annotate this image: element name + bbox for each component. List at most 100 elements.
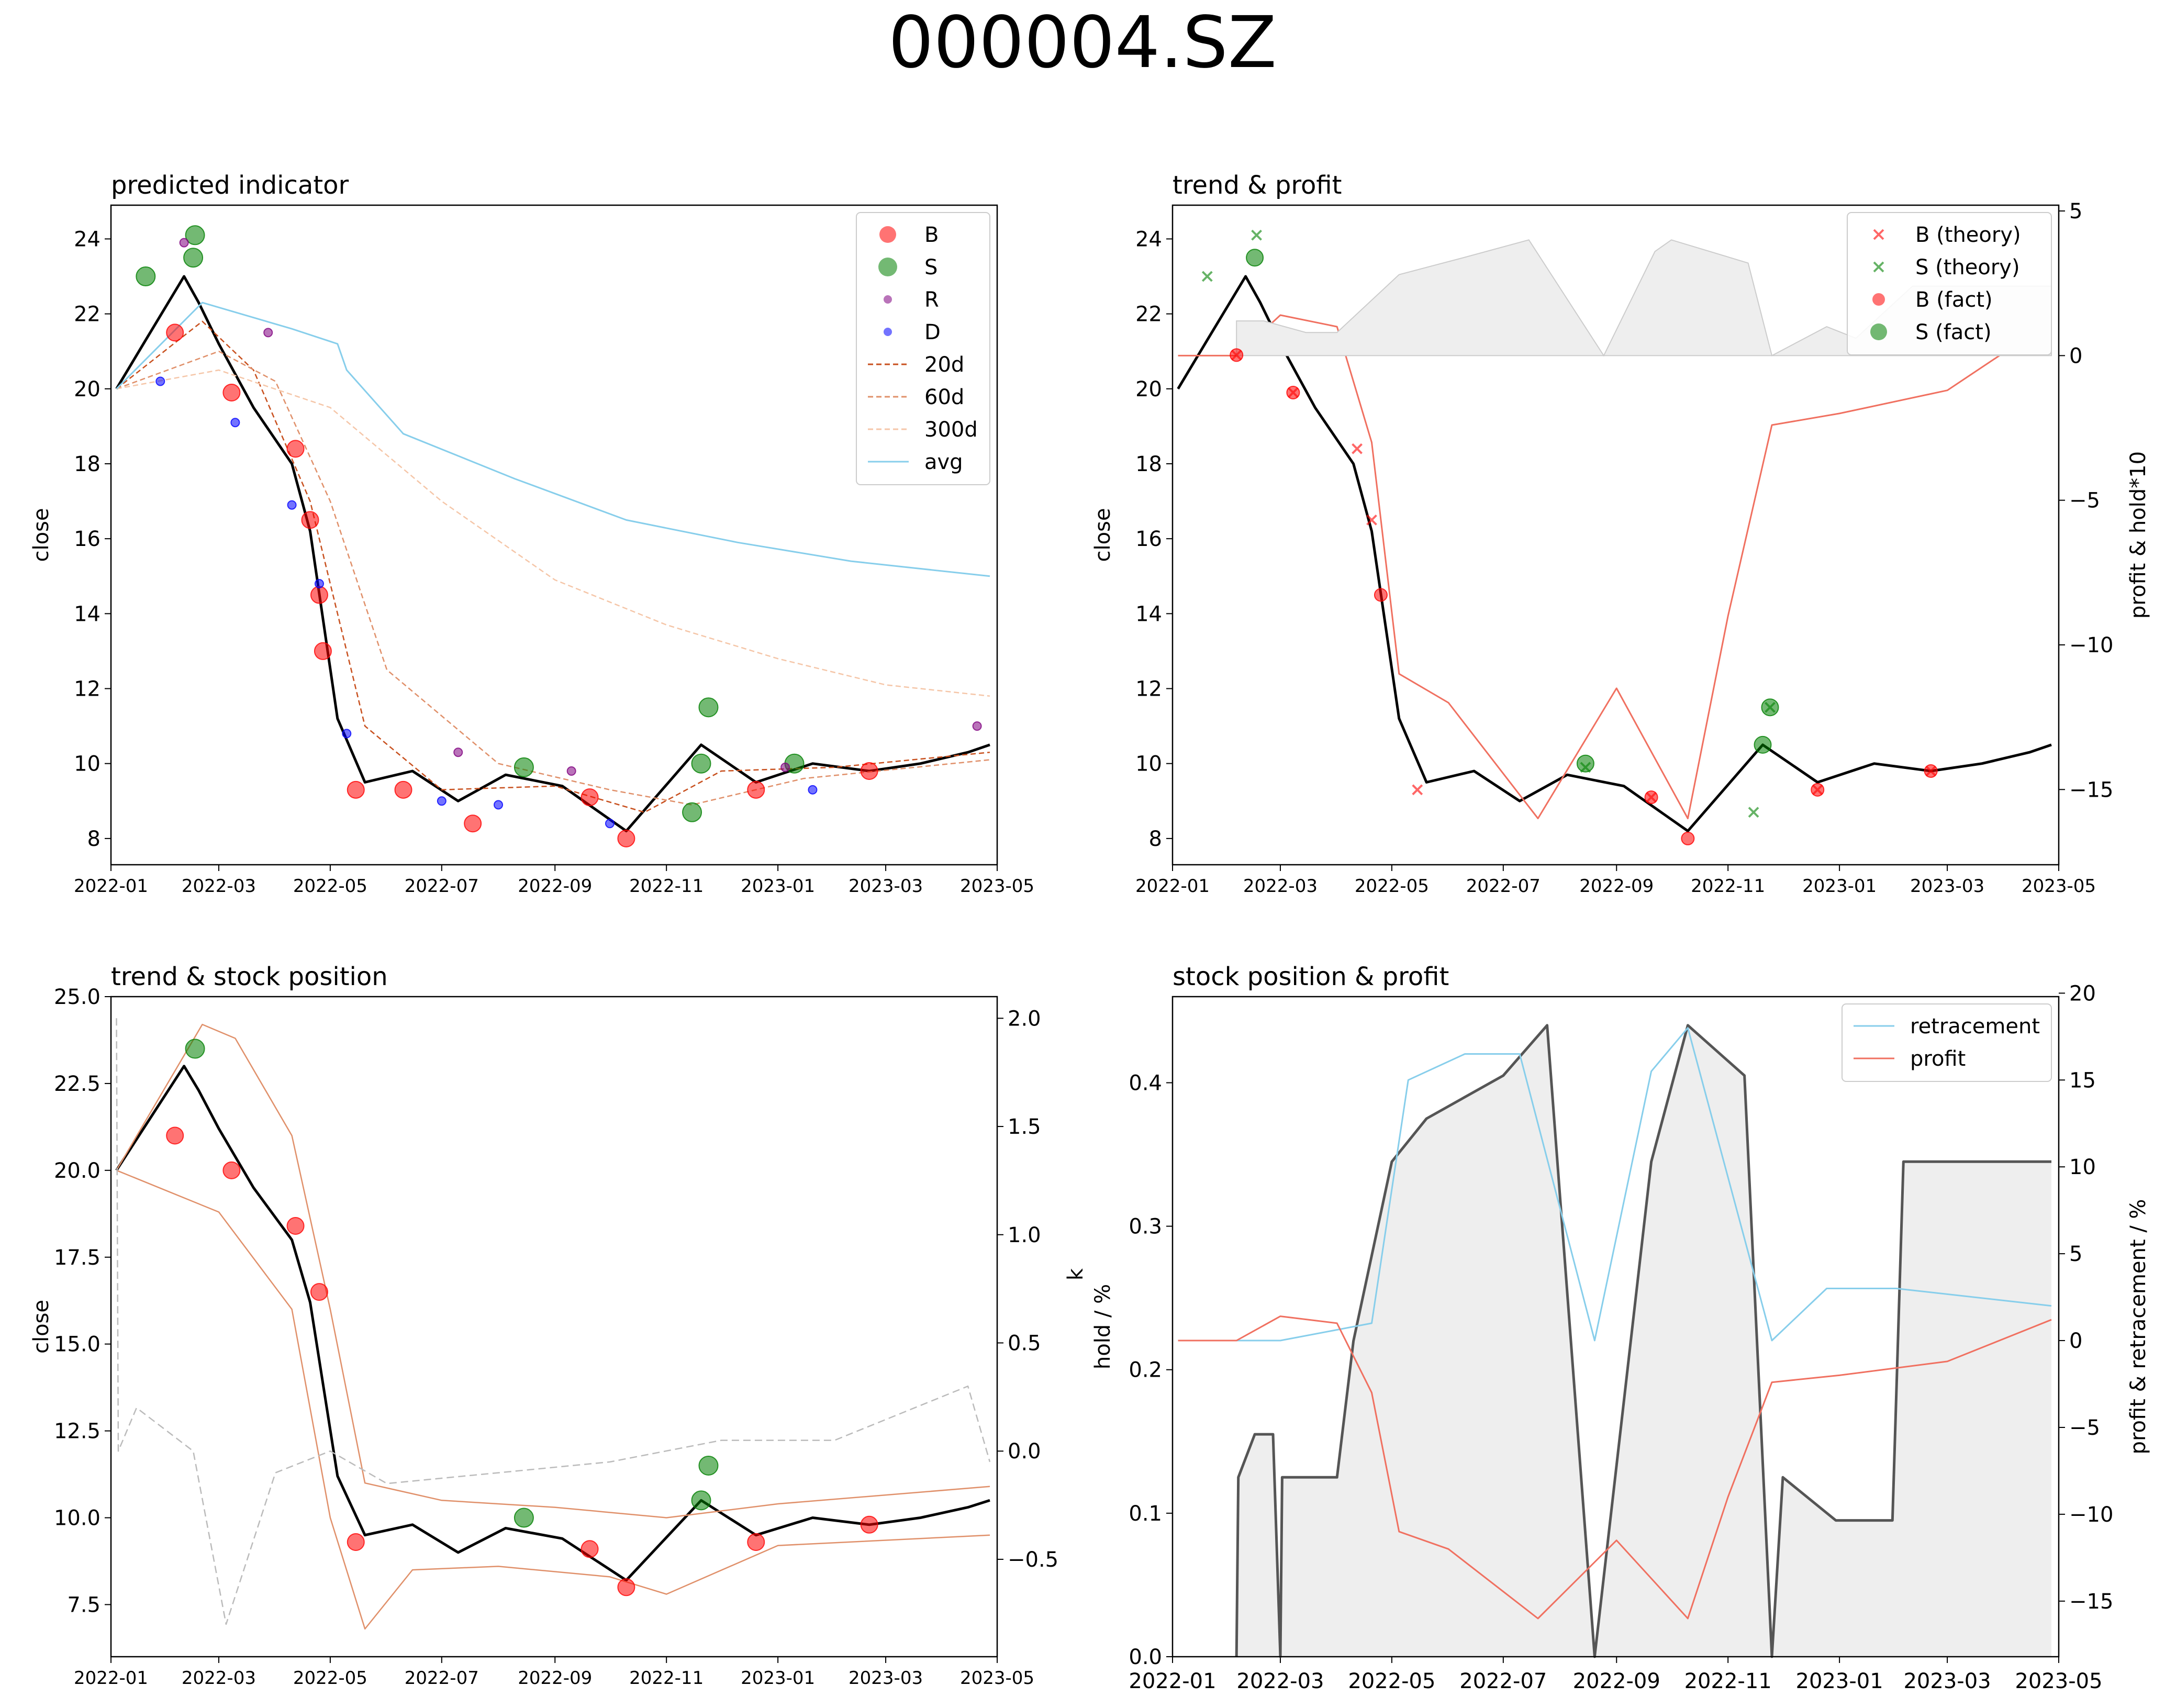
marker-B — [617, 1578, 635, 1597]
series-line-20d — [116, 320, 990, 813]
y-right-tick-label: −5 — [2069, 1416, 2100, 1440]
marker-B — [860, 762, 878, 780]
y-tick-label: 22 — [74, 303, 101, 327]
x-tick-label: 2023-01 — [741, 1668, 815, 1689]
legend-label: B (theory) — [1915, 223, 2021, 247]
marker-B-fact- — [1681, 831, 1695, 845]
marker-B — [617, 829, 635, 847]
y-tick-label: 24 — [74, 227, 101, 251]
y-tick-label: 12.5 — [54, 1420, 101, 1444]
marker-D — [230, 418, 240, 428]
marker-S — [682, 802, 702, 822]
legend-marker — [884, 328, 892, 336]
panel-title: trend & stock position — [111, 962, 388, 991]
y-right-tick-label: 10 — [2069, 1155, 2096, 1179]
y-axis-label: close — [29, 508, 53, 562]
x-tick-label: 2023-05 — [2015, 1669, 2102, 1693]
x-tick-label: 2022-11 — [1691, 876, 1765, 897]
marker-D — [155, 376, 165, 386]
y-tick-label: 16 — [1135, 527, 1162, 551]
x-tick-label: 2022-07 — [1466, 876, 1541, 897]
panel-3: trend & stock position 2022-01 2022-03 2022… — [29, 962, 1088, 1689]
y-tick-label: 20.0 — [54, 1159, 101, 1183]
y-tick-label: 16 — [74, 527, 101, 551]
x-tick-label: 2022-09 — [1579, 876, 1654, 897]
y-tick-label: 7.5 — [67, 1593, 101, 1617]
x-tick-label: 2023-05 — [960, 876, 1034, 897]
panel-1: predicted indicator 2022-01 2022-03 2022-05… — [29, 171, 1034, 897]
y-right-tick-label: 1.5 — [1008, 1115, 1041, 1139]
y-right-axis-label: profit & hold*10 — [2126, 451, 2150, 619]
plot-frame — [1171, 996, 2060, 1658]
series-line-retracement — [1178, 1027, 2052, 1342]
marker-B — [860, 1515, 878, 1534]
x-tick-label: 2022-05 — [1348, 1669, 1435, 1693]
x-tick-label: 2022-09 — [518, 876, 592, 897]
figure-title: 000004.SZ — [888, 2, 1277, 84]
marker-B — [301, 511, 319, 529]
marker-S — [691, 1490, 711, 1511]
y-right-tick-label: 0 — [2069, 344, 2082, 368]
x-tick-label: 2023-01 — [1802, 876, 1877, 897]
marker-B — [286, 440, 305, 458]
x-tick-label: 2022-11 — [629, 876, 704, 897]
x-tick-label: 2023-05 — [960, 1668, 1034, 1689]
plot-frame — [110, 204, 998, 866]
y-right-tick-label: 20 — [2069, 981, 2096, 1006]
y-tick-label: 18 — [1135, 452, 1162, 476]
marker-S-fact- — [1761, 698, 1779, 717]
marker-D — [342, 729, 352, 739]
marker-R — [972, 721, 982, 731]
x-tick-label: 2022-01 — [1135, 876, 1210, 897]
y-right-tick-label: −15 — [2069, 778, 2113, 802]
x-tick-label: 2023-05 — [2022, 876, 2096, 897]
y-tick-label: 14 — [1135, 602, 1162, 626]
y-tick-label: 25.0 — [54, 985, 101, 1009]
x-tick-label: 2022-01 — [74, 1668, 148, 1689]
series-line-300d — [116, 369, 990, 697]
y-tick-label: 12 — [74, 677, 101, 701]
marker-B-fact- — [1374, 588, 1388, 602]
legend-label: R — [924, 288, 939, 312]
marker-B — [347, 1533, 365, 1551]
y-tick-label: 0.4 — [1129, 1071, 1162, 1095]
marker-S — [691, 753, 711, 774]
y-right-tick-label: −10 — [2069, 1503, 2113, 1527]
marker-S — [185, 225, 205, 245]
x-tick-label: 2022-11 — [629, 1668, 704, 1689]
plot-frame — [110, 996, 998, 1658]
legend-label: D — [924, 320, 941, 344]
marker-S — [698, 1455, 719, 1476]
legend-marker — [884, 295, 892, 304]
legend-label: S (theory) — [1915, 255, 2020, 280]
marker-B — [581, 788, 599, 807]
series-hold-area — [1236, 1025, 2051, 1657]
x-tick-label: 2022-09 — [518, 1668, 592, 1689]
panel-2: trend & profit 2022-01 2022-03 2022-05 2022-… — [1091, 171, 2150, 897]
x-tick-label: 2022-09 — [1573, 1669, 1660, 1693]
x-tick-label: 2022-03 — [1236, 1669, 1324, 1693]
marker-B — [310, 1283, 328, 1301]
legend-marker — [1870, 323, 1887, 340]
series-line-k — [116, 1018, 991, 1625]
marker-B — [166, 323, 184, 342]
legend-marker — [879, 226, 896, 243]
marker-D — [437, 796, 447, 806]
legend-label: profit — [1910, 1047, 1966, 1071]
x-tick-label: 2022-07 — [1459, 1669, 1547, 1693]
marker-B-fact- — [1230, 348, 1244, 362]
y-tick-label: 0.3 — [1129, 1215, 1162, 1239]
y-tick-label: 20 — [1135, 377, 1162, 401]
series-line-avg — [116, 302, 990, 577]
legend-label: B (fact) — [1915, 288, 1993, 312]
marker-S — [514, 757, 534, 777]
marker-B — [747, 780, 765, 799]
legend-label: retracement — [1910, 1014, 2040, 1039]
marker-D — [605, 819, 615, 829]
x-tick-label: 2022-05 — [293, 876, 367, 897]
legend-marker — [1872, 293, 1885, 306]
y-right-tick-label: 5 — [2069, 1242, 2082, 1266]
marker-R — [179, 238, 189, 248]
marker-S-theory- — [1748, 807, 1759, 818]
